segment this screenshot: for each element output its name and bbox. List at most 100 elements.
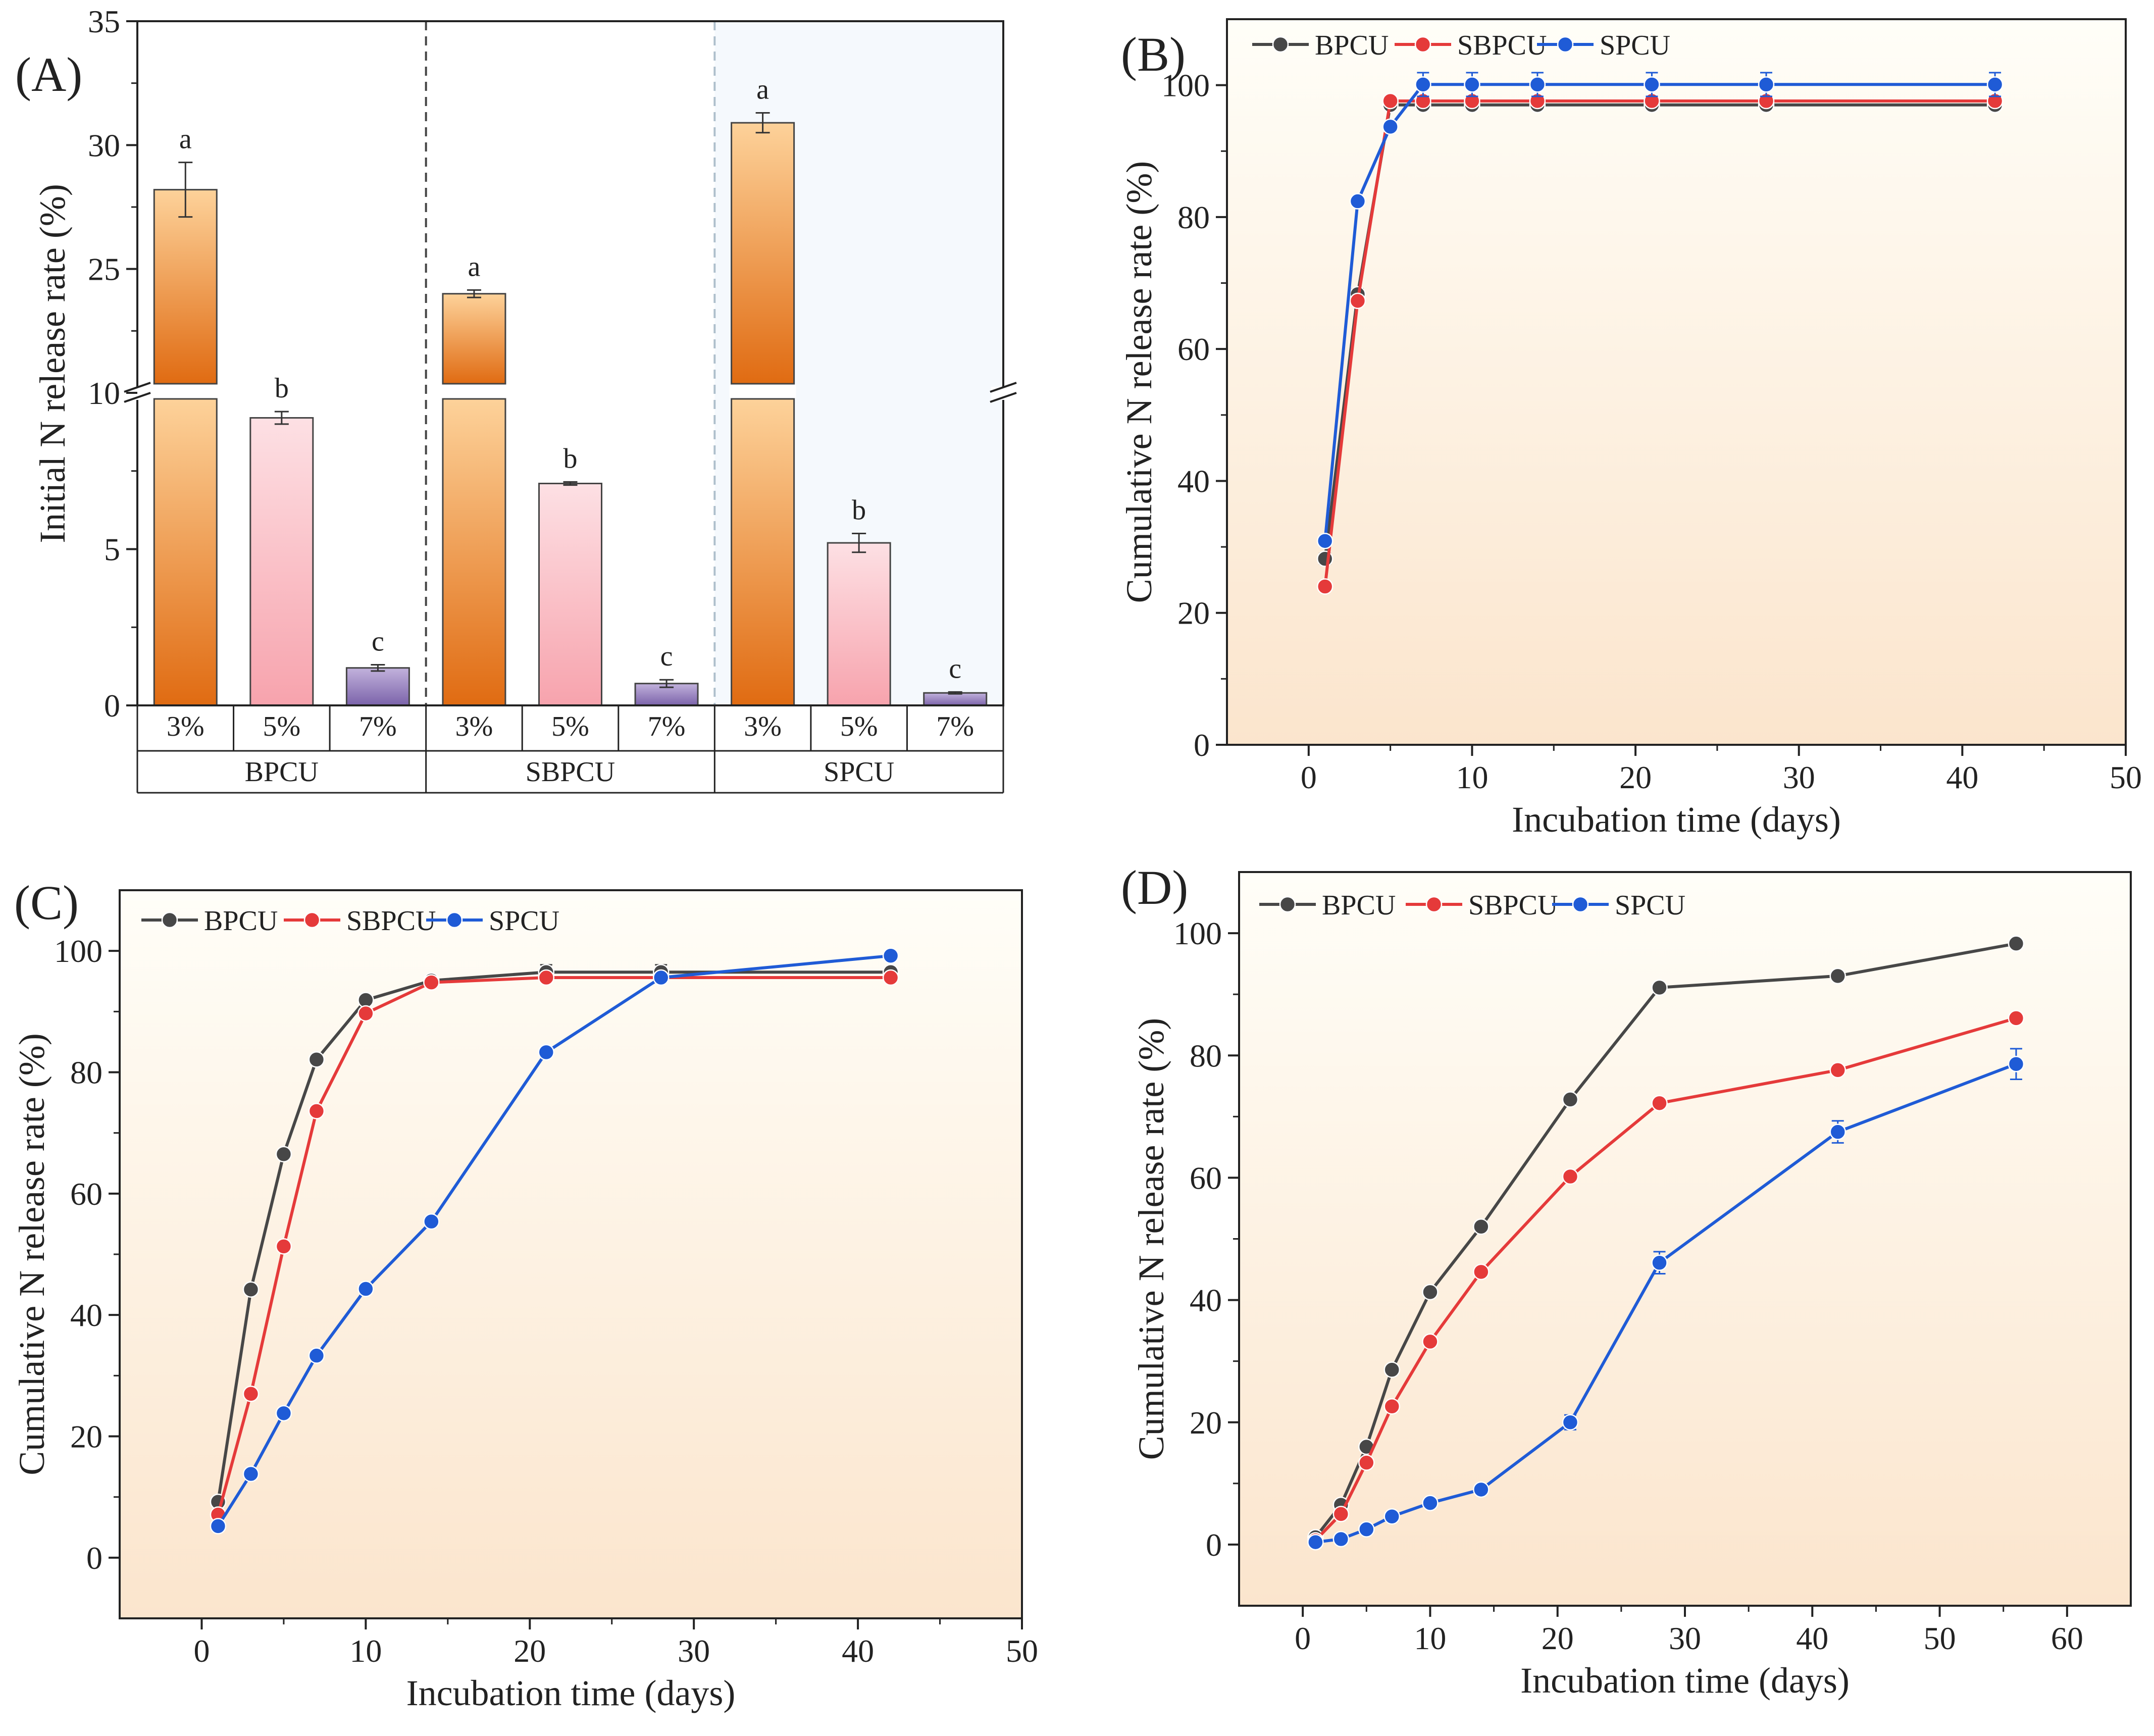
data-point-spcu [1473, 1481, 1490, 1498]
axis-break-mark [990, 382, 1017, 393]
data-point-sbpcu [1316, 578, 1334, 595]
data-point-bpcu [1383, 1361, 1400, 1378]
data-point-sbpcu [308, 1103, 325, 1119]
bar-break-gap [152, 385, 219, 398]
group-label: SBPCU [526, 756, 615, 788]
bar-spcu-3 [923, 692, 988, 706]
significance-letter: a [468, 251, 481, 282]
x-tick-label: 10 [1456, 759, 1488, 795]
x-tick-label: 20 [1542, 1620, 1574, 1656]
data-point-bpcu [2008, 935, 2025, 952]
bar-bpcu-3 [345, 667, 410, 706]
axis-break-mark [990, 392, 1017, 403]
bar-break-gap [440, 385, 507, 398]
legend-marker-spcu [1572, 896, 1589, 913]
data-point-sbpcu [2008, 1010, 2025, 1027]
data-point-spcu [1562, 1414, 1579, 1431]
legend-marker-sbpcu [303, 911, 321, 929]
plot-area [1226, 18, 2127, 746]
y-tick-label: 0 [1194, 727, 1210, 763]
axis-break-mark [124, 382, 151, 393]
category-label: 5% [840, 711, 878, 742]
data-point-spcu [1758, 76, 1775, 93]
legend-label-spcu: SPCU [1615, 890, 1685, 921]
legend-label-bpcu: BPCU [1322, 890, 1396, 921]
data-point-spcu [1829, 1124, 1846, 1140]
x-tick-label: 0 [1295, 1620, 1311, 1656]
x-axis-title: Incubation time (days) [1520, 1660, 1850, 1701]
panel-label: (B) [1121, 27, 1186, 81]
y-tick-label: 60 [1190, 1160, 1222, 1196]
legend-label-sbpcu: SBPCU [346, 905, 436, 937]
y-tick-label: 25 [88, 251, 120, 287]
data-point-sbpcu [1473, 1263, 1490, 1281]
data-point-sbpcu [1382, 92, 1399, 110]
bar-upper-sbpcu-1 [442, 293, 506, 385]
legend-label-spcu: SPCU [1600, 30, 1670, 61]
data-point-bpcu [1473, 1218, 1490, 1235]
data-point-sbpcu [882, 969, 899, 986]
data-point-sbpcu [1651, 1095, 1668, 1111]
legend-label-bpcu: BPCU [204, 905, 278, 937]
category-label: 7% [936, 711, 974, 742]
data-point-spcu [1383, 1508, 1400, 1525]
data-point-spcu [1382, 118, 1399, 135]
y-tick-label: 5 [104, 532, 120, 568]
x-tick-label: 30 [1783, 759, 1815, 795]
category-label: 3% [167, 711, 204, 742]
x-axis-title: Incubation time (days) [406, 1673, 736, 1713]
panel-b-line-chart: 0 10 20 30 40 50 0 20 40 60 80 100 Incubation time (… [1119, 18, 2142, 840]
legend-marker-sbpcu [1414, 36, 1431, 53]
y-tick-label: 40 [1190, 1283, 1222, 1318]
data-point-spcu [1464, 76, 1480, 93]
y-tick-label: 80 [1190, 1038, 1222, 1074]
data-point-spcu [1307, 1534, 1324, 1551]
y-tick-label: 40 [1177, 463, 1210, 499]
series-line-spcu [1315, 1062, 2017, 1544]
legend-label-bpcu: BPCU [1315, 30, 1389, 61]
data-point-spcu [882, 947, 899, 964]
panel-d-line-chart: 0 10 20 30 40 50 60 0 20 40 60 80 100 Incubation time… [1121, 860, 2132, 1701]
panel-c-line-chart: 0 10 20 30 40 50 0 20 40 60 80 100 Incubation time (… [12, 876, 1038, 1713]
y-tick-label: 20 [1177, 595, 1210, 631]
legend-marker-spcu [446, 911, 463, 929]
data-point-spcu [2008, 1055, 2025, 1073]
significance-letter: b [852, 495, 866, 526]
data-point-spcu [275, 1405, 292, 1422]
data-point-bpcu [308, 1051, 325, 1068]
plot-area [1238, 871, 2132, 1607]
bar-upper-bpcu-1 [153, 189, 218, 385]
bar-spcu-2 [827, 542, 891, 706]
y-tick-label: 60 [1177, 331, 1210, 367]
legend-marker-bpcu [161, 911, 178, 929]
significance-letter: b [275, 373, 289, 404]
data-point-spcu [652, 969, 670, 986]
data-point-bpcu [275, 1146, 292, 1162]
data-point-spcu [1986, 76, 2004, 93]
data-point-bpcu [1829, 967, 1846, 985]
category-label: 7% [359, 711, 397, 742]
y-axis-title: Cumulative N release rate (%) [12, 1033, 52, 1475]
data-point-bpcu [1562, 1091, 1579, 1108]
x-tick-label: 30 [678, 1633, 710, 1669]
legend-label-sbpcu: SBPCU [1457, 30, 1547, 61]
series-line-bpcu [1314, 942, 2017, 1539]
panel-label: (A) [15, 47, 82, 101]
x-tick-label: 50 [2110, 759, 2142, 795]
x-tick-label: 50 [1924, 1620, 1956, 1656]
significance-letter: c [660, 641, 673, 672]
data-point-spcu [357, 1281, 374, 1297]
legend-marker-bpcu [1272, 36, 1289, 53]
data-point-sbpcu [1829, 1062, 1846, 1079]
data-point-spcu [423, 1213, 440, 1230]
y-tick-label: 20 [70, 1419, 102, 1455]
y-tick-label: 0 [86, 1540, 102, 1576]
legend-label-spcu: SPCU [489, 905, 559, 937]
data-point-spcu [1349, 193, 1366, 210]
data-point-spcu [1644, 76, 1660, 93]
data-point-spcu [1422, 1495, 1439, 1511]
data-point-sbpcu [1562, 1168, 1579, 1185]
data-point-sbpcu [275, 1238, 292, 1255]
bar-bpcu-2 [249, 417, 314, 706]
panel-label: (D) [1121, 860, 1188, 914]
